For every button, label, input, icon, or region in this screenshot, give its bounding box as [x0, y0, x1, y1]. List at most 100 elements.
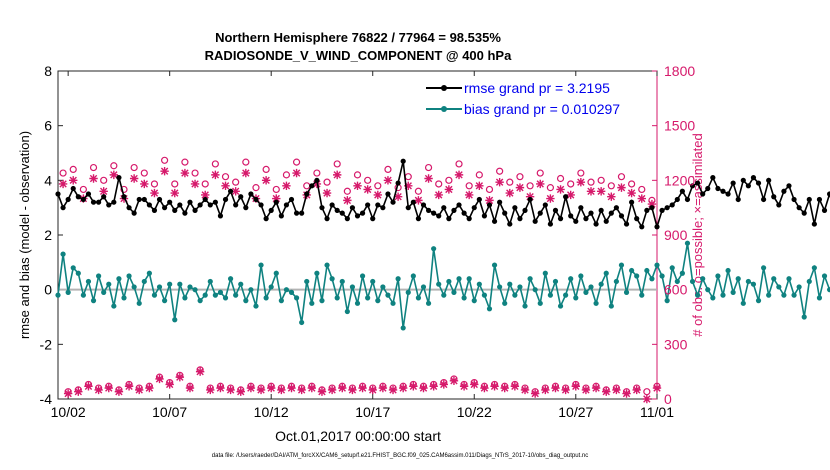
rmse-point: [781, 188, 787, 194]
obs-possible-marker: [628, 180, 636, 188]
rmse-point: [146, 202, 152, 208]
bias-point: [502, 300, 508, 306]
bias-point: [431, 246, 437, 252]
rmse-point: [517, 216, 523, 222]
bias-point: [816, 295, 823, 301]
obs-assimilated-marker: [272, 194, 281, 203]
obs-assimilated-marker: [327, 385, 337, 395]
obs-assimilated-marker: [94, 385, 103, 395]
bias-point: [258, 262, 264, 268]
rmse-point: [557, 216, 564, 222]
obs-assimilated-marker: [69, 176, 78, 185]
bias-point: [730, 289, 736, 295]
y-tick-label: -4: [40, 391, 53, 407]
obs-assimilated-marker: [84, 382, 93, 391]
obs-assimilated-marker: [211, 170, 220, 180]
bias-point: [334, 295, 340, 301]
rmse-point: [116, 175, 122, 181]
obs-possible-marker: [69, 165, 77, 173]
rmse-point: [466, 216, 472, 222]
rmse-point: [141, 196, 147, 203]
obs-assimilated-marker: [530, 389, 540, 398]
bias-point: [314, 270, 320, 276]
obs-possible-marker: [643, 388, 651, 396]
obs-assimilated-marker: [114, 387, 124, 396]
bias-point: [771, 276, 777, 282]
rmse-point: [309, 183, 315, 189]
obs-possible-marker: [364, 176, 372, 184]
obs-possible-marker: [607, 182, 615, 190]
bias-point: [588, 284, 594, 290]
rmse-point: [243, 205, 249, 211]
rmse-point: [684, 196, 691, 203]
obs-possible-marker: [597, 176, 605, 184]
y2-tick-label: 300: [664, 336, 688, 352]
rmse-point: [826, 191, 830, 197]
bias-point: [238, 281, 244, 287]
rmse-point: [735, 196, 741, 203]
obs-possible-marker: [120, 185, 128, 194]
rmse-point: [486, 202, 493, 208]
x-tick-label: 10/02: [51, 404, 86, 420]
obs-assimilated-marker: [612, 385, 621, 395]
obs-assimilated-marker: [58, 179, 68, 189]
x-tick-label: 10/27: [558, 404, 593, 420]
bias-point: [684, 240, 691, 246]
plot-frame: [57, 70, 658, 400]
obs-possible-marker: [567, 180, 575, 188]
rmse-point: [288, 196, 295, 203]
rmse-point: [187, 199, 193, 205]
bias-point: [90, 298, 97, 304]
obs-assimilated-marker: [343, 196, 352, 205]
obs-assimilated-marker: [175, 372, 185, 382]
obs-assimilated-marker: [373, 190, 383, 200]
rmse-point: [730, 180, 736, 186]
obs-assimilated-marker: [480, 383, 489, 393]
y2-tick-label: 1200: [664, 172, 695, 188]
bias-point: [826, 287, 830, 293]
bias-point: [339, 278, 345, 285]
bias-point: [116, 276, 122, 282]
bias-point: [481, 292, 488, 298]
rmse-point: [816, 196, 823, 203]
bias-point: [644, 267, 650, 274]
bias-point: [425, 300, 432, 306]
rmse-point: [324, 216, 330, 222]
rmse-point: [375, 202, 381, 208]
rmse-point: [258, 202, 264, 208]
rmse-point: [400, 158, 406, 164]
bias-point: [248, 287, 254, 293]
rmse-point: [507, 221, 513, 227]
bias-point: [507, 281, 513, 287]
rmse-point: [527, 196, 533, 203]
bias-point: [85, 278, 92, 285]
obs-possible-marker: [89, 163, 98, 172]
bias-point: [451, 289, 457, 295]
bias-point: [532, 287, 538, 293]
obs-assimilated-marker: [256, 385, 266, 395]
rmse-point: [689, 183, 696, 189]
rmse-point: [344, 216, 350, 222]
bias-point: [227, 276, 234, 282]
obs-assimilated-marker: [444, 185, 454, 194]
obs-assimilated-marker: [566, 190, 575, 200]
rmse-point: [705, 185, 711, 192]
rmse-point: [563, 194, 569, 200]
rmse-point: [273, 199, 279, 205]
rmse-point: [821, 207, 828, 213]
obs-assimilated-marker: [261, 176, 271, 185]
bias-point: [740, 300, 746, 306]
rmse-point: [603, 218, 609, 224]
rmse-point: [593, 221, 599, 227]
obs-possible-marker: [516, 173, 524, 181]
bias-point: [629, 267, 635, 274]
rmse-point: [136, 196, 142, 203]
obs-assimilated-marker: [160, 167, 169, 176]
rmse-point: [456, 202, 462, 208]
rmse-point: [664, 205, 670, 211]
obs-assimilated-marker: [338, 383, 347, 393]
obs-assimilated-marker: [495, 177, 504, 187]
obs-assimilated-marker: [332, 170, 342, 180]
obs-possible-marker: [353, 171, 362, 179]
obs-possible-marker: [313, 169, 321, 177]
